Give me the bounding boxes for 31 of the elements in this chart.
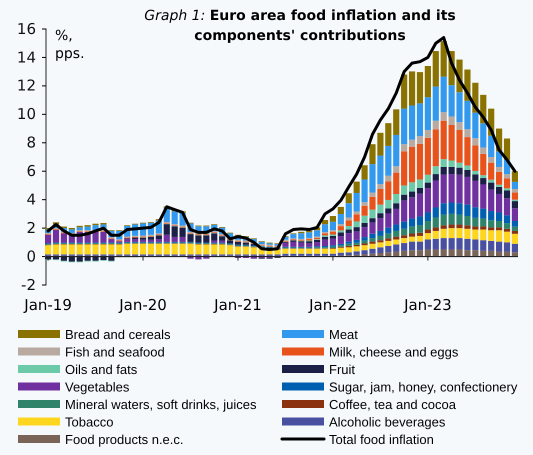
y-axis-title: %, pps. <box>55 28 85 62</box>
y-tick-label: 6 <box>26 162 36 180</box>
x-tick-label: Jan-19 <box>23 296 72 314</box>
legend-label: Coffee, tea and cocoa <box>329 397 457 412</box>
y-tick-label: 12 <box>16 76 36 95</box>
x-tick-label: Jan-20 <box>118 296 167 314</box>
legend-label: Fish and seafood <box>65 344 165 360</box>
legend-label: Alcoholic beverages <box>329 414 446 430</box>
legend-label: Sugar, jam, honey, confectionery <box>329 380 518 394</box>
legend-label: Fruit <box>329 362 356 377</box>
y-tick-label: 0 <box>26 247 36 266</box>
y-tick-label: -2 <box>21 276 36 294</box>
legend-label: Meat <box>329 327 358 342</box>
y-tick-label: 2 <box>26 218 36 237</box>
y-tick-label: 14 <box>16 48 36 66</box>
x-tick-label: Jan-21 <box>213 296 262 314</box>
y-tick-label: 8 <box>26 134 36 152</box>
x-tick-label: Jan-23 <box>403 296 452 314</box>
y-tick-label: 16 <box>16 20 36 38</box>
legend-label: Mineral waters, soft drinks, juices <box>65 397 257 412</box>
x-tick-label: Jan-22 <box>308 296 357 314</box>
y-tick-label: 10 <box>16 105 36 124</box>
legend-label: Milk, cheese and eggs <box>329 344 459 360</box>
legend-label: Vegetables <box>65 380 130 394</box>
chart-title: Graph 1: Euro area food inflation and its components' contributions <box>144 8 456 44</box>
legend-label: Tobacco <box>65 414 114 430</box>
legend-label: Food products n.e.c. <box>65 432 184 447</box>
legend-label: Oils and fats <box>65 362 138 377</box>
legend-label: Bread and cereals <box>65 327 172 342</box>
legend-label: Total food inflation <box>329 432 434 447</box>
y-tick-label: 4 <box>26 190 36 208</box>
